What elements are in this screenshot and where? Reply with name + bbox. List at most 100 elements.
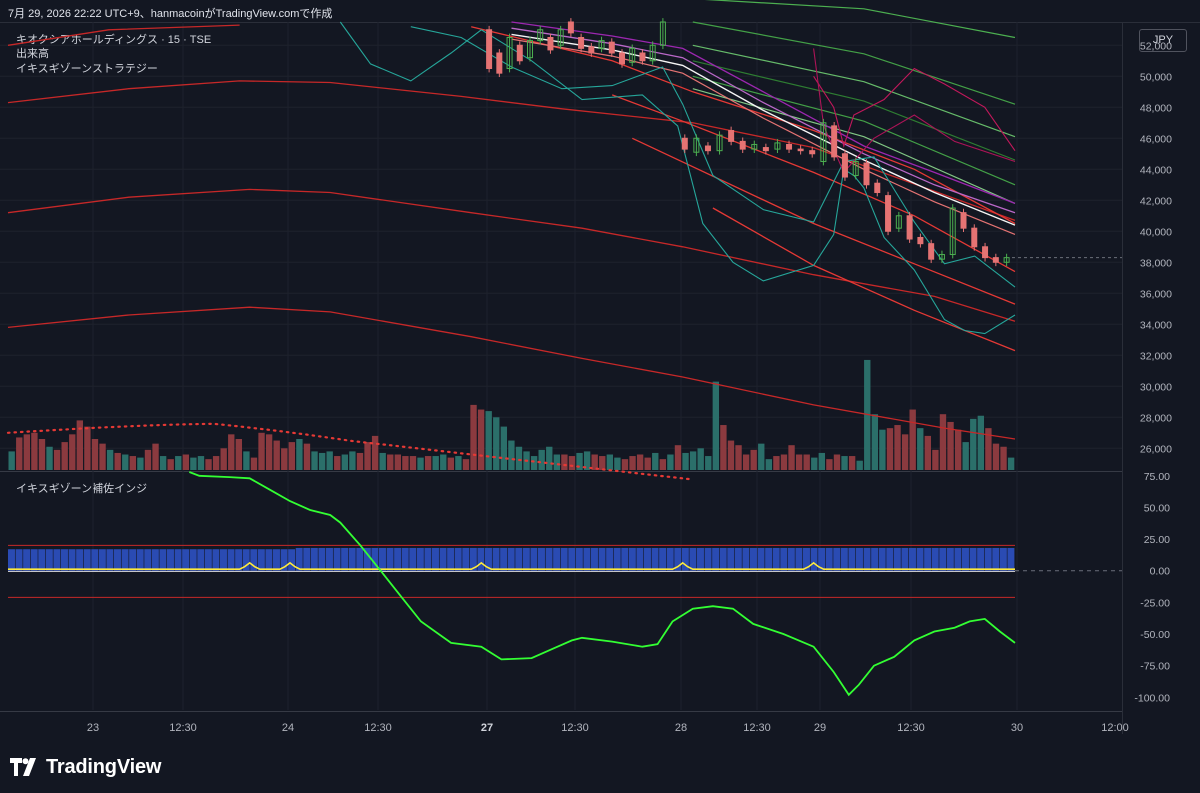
volume-bar-down: [909, 409, 916, 470]
osc-histogram-bar: [606, 547, 614, 571]
time-tick-label: 12:30: [561, 722, 589, 734]
volume-bar-up: [243, 451, 250, 470]
osc-histogram-bar: [212, 549, 220, 571]
day29-candle-up: [820, 122, 827, 163]
day28-candle-down: [786, 143, 793, 150]
osc-tick-label: 25.00: [1144, 534, 1170, 546]
osc-histogram-bar: [394, 547, 402, 571]
osc-histogram-bar: [379, 547, 386, 571]
osc-histogram-bar: [856, 547, 863, 571]
volume-bar-down: [568, 456, 576, 470]
osc-histogram-bar: [530, 547, 538, 571]
osc-histogram-bar: [462, 547, 470, 571]
time-tick-label: 12:30: [364, 722, 392, 734]
osc-histogram-bar: [189, 549, 197, 571]
volume-bar-down: [114, 452, 121, 470]
osc-histogram-bar: [697, 547, 704, 571]
osc-histogram-bar: [424, 547, 432, 571]
volume-bar-down: [599, 456, 606, 470]
volume-bar-down: [788, 445, 795, 470]
volume-bar-down: [303, 443, 311, 470]
time-tick-label: 27: [481, 722, 493, 734]
osc-histogram-bar: [984, 547, 992, 571]
volume-bar-up: [553, 454, 561, 470]
volume-bar-up: [879, 429, 886, 470]
osc-histogram-bar: [38, 549, 46, 571]
volume-bar-down: [780, 454, 788, 470]
osc-tick-label: 0.00: [1150, 566, 1171, 578]
day27-candle-up: [527, 40, 533, 59]
volume-bar-down: [848, 456, 856, 470]
osc-histogram-bar: [220, 549, 227, 571]
time-tick-label: 23: [87, 722, 99, 734]
volume-bar-down: [61, 442, 68, 470]
osc-histogram-bar: [871, 547, 879, 571]
osc-histogram-bar: [363, 547, 371, 571]
volume-bar-down: [38, 438, 46, 470]
day29-candle-up: [938, 254, 945, 260]
osc-histogram-bar: [439, 547, 447, 571]
day27-candle-up: [659, 21, 666, 46]
volume-bar-up: [712, 381, 720, 470]
day27-candle-down: [578, 37, 585, 49]
volume-bar-down: [954, 429, 962, 470]
time-tick-label: 30: [1011, 722, 1023, 734]
volume-bar-down: [985, 428, 992, 470]
day29-candle-down: [885, 195, 892, 232]
osc-histogram-bar: [98, 549, 106, 571]
osc-histogram-bar: [53, 549, 61, 571]
volume-bar-up: [606, 454, 614, 470]
price-axis-divider: [1122, 22, 1123, 734]
ma-fan-green: [692, 60, 1016, 161]
volume-bar-down: [144, 449, 152, 470]
ma-fan-green: [692, 75, 1016, 186]
legend-indicator[interactable]: イキスギゾーン補佐インジ: [16, 483, 148, 495]
osc-tick-label: 75.00: [1144, 471, 1170, 483]
osc-histogram-bar: [174, 549, 182, 571]
volume-bar-up: [818, 452, 826, 470]
volume-bar-down: [273, 440, 280, 470]
osc-histogram-bar: [750, 547, 757, 571]
osc-histogram-bar: [492, 547, 500, 571]
osc-histogram-bar: [159, 549, 167, 571]
volume-bar-up: [970, 418, 977, 470]
osc-histogram-bar: [386, 547, 394, 571]
volume-bar-up: [493, 417, 500, 470]
day28-candle-down: [704, 145, 711, 152]
day28-candle-down: [728, 130, 735, 142]
volume-bar-up: [962, 442, 969, 470]
osc-histogram-bar: [848, 547, 856, 571]
day27-candle-down: [608, 41, 615, 54]
price-tick-label: 30,000: [1140, 381, 1172, 393]
osc-histogram-bar: [288, 549, 296, 571]
time-tick-label: 12:00: [1101, 722, 1129, 734]
tradingview-logo-icon: [10, 758, 36, 776]
volume-bar-up: [530, 456, 538, 470]
osc-histogram-bar: [167, 549, 174, 571]
volume-bar-down: [947, 421, 954, 470]
osc-histogram-bar: [833, 547, 841, 571]
ma-fan-green: [692, 21, 1016, 105]
osc-histogram-bar: [45, 549, 53, 571]
day27-candle-up: [598, 40, 605, 49]
price-tick-label: 42,000: [1140, 195, 1172, 207]
osc-histogram-bar: [273, 549, 280, 571]
price-tick-label: 40,000: [1140, 226, 1172, 238]
osc-histogram-bar: [651, 547, 659, 571]
day27-candle-down: [547, 37, 554, 51]
volume-bar-down: [659, 459, 667, 470]
osc-histogram-bar: [674, 547, 682, 571]
legend-volume[interactable]: 出来高: [16, 48, 49, 60]
volume-bar-down: [424, 456, 432, 470]
volume-bar-down: [152, 443, 159, 470]
volume-bar-up: [485, 411, 492, 470]
price-tick-label: 50,000: [1140, 71, 1172, 83]
day29-candle-down: [960, 212, 967, 229]
volume-bar-down: [371, 435, 379, 470]
osc-histogram-bar: [591, 547, 598, 571]
legend-strategy[interactable]: イキスギゾーンストラテジー: [16, 63, 158, 75]
currency-badge[interactable]: JPY: [1139, 29, 1187, 52]
osc-histogram-bar: [76, 549, 84, 571]
volume-bar-down: [901, 434, 909, 470]
